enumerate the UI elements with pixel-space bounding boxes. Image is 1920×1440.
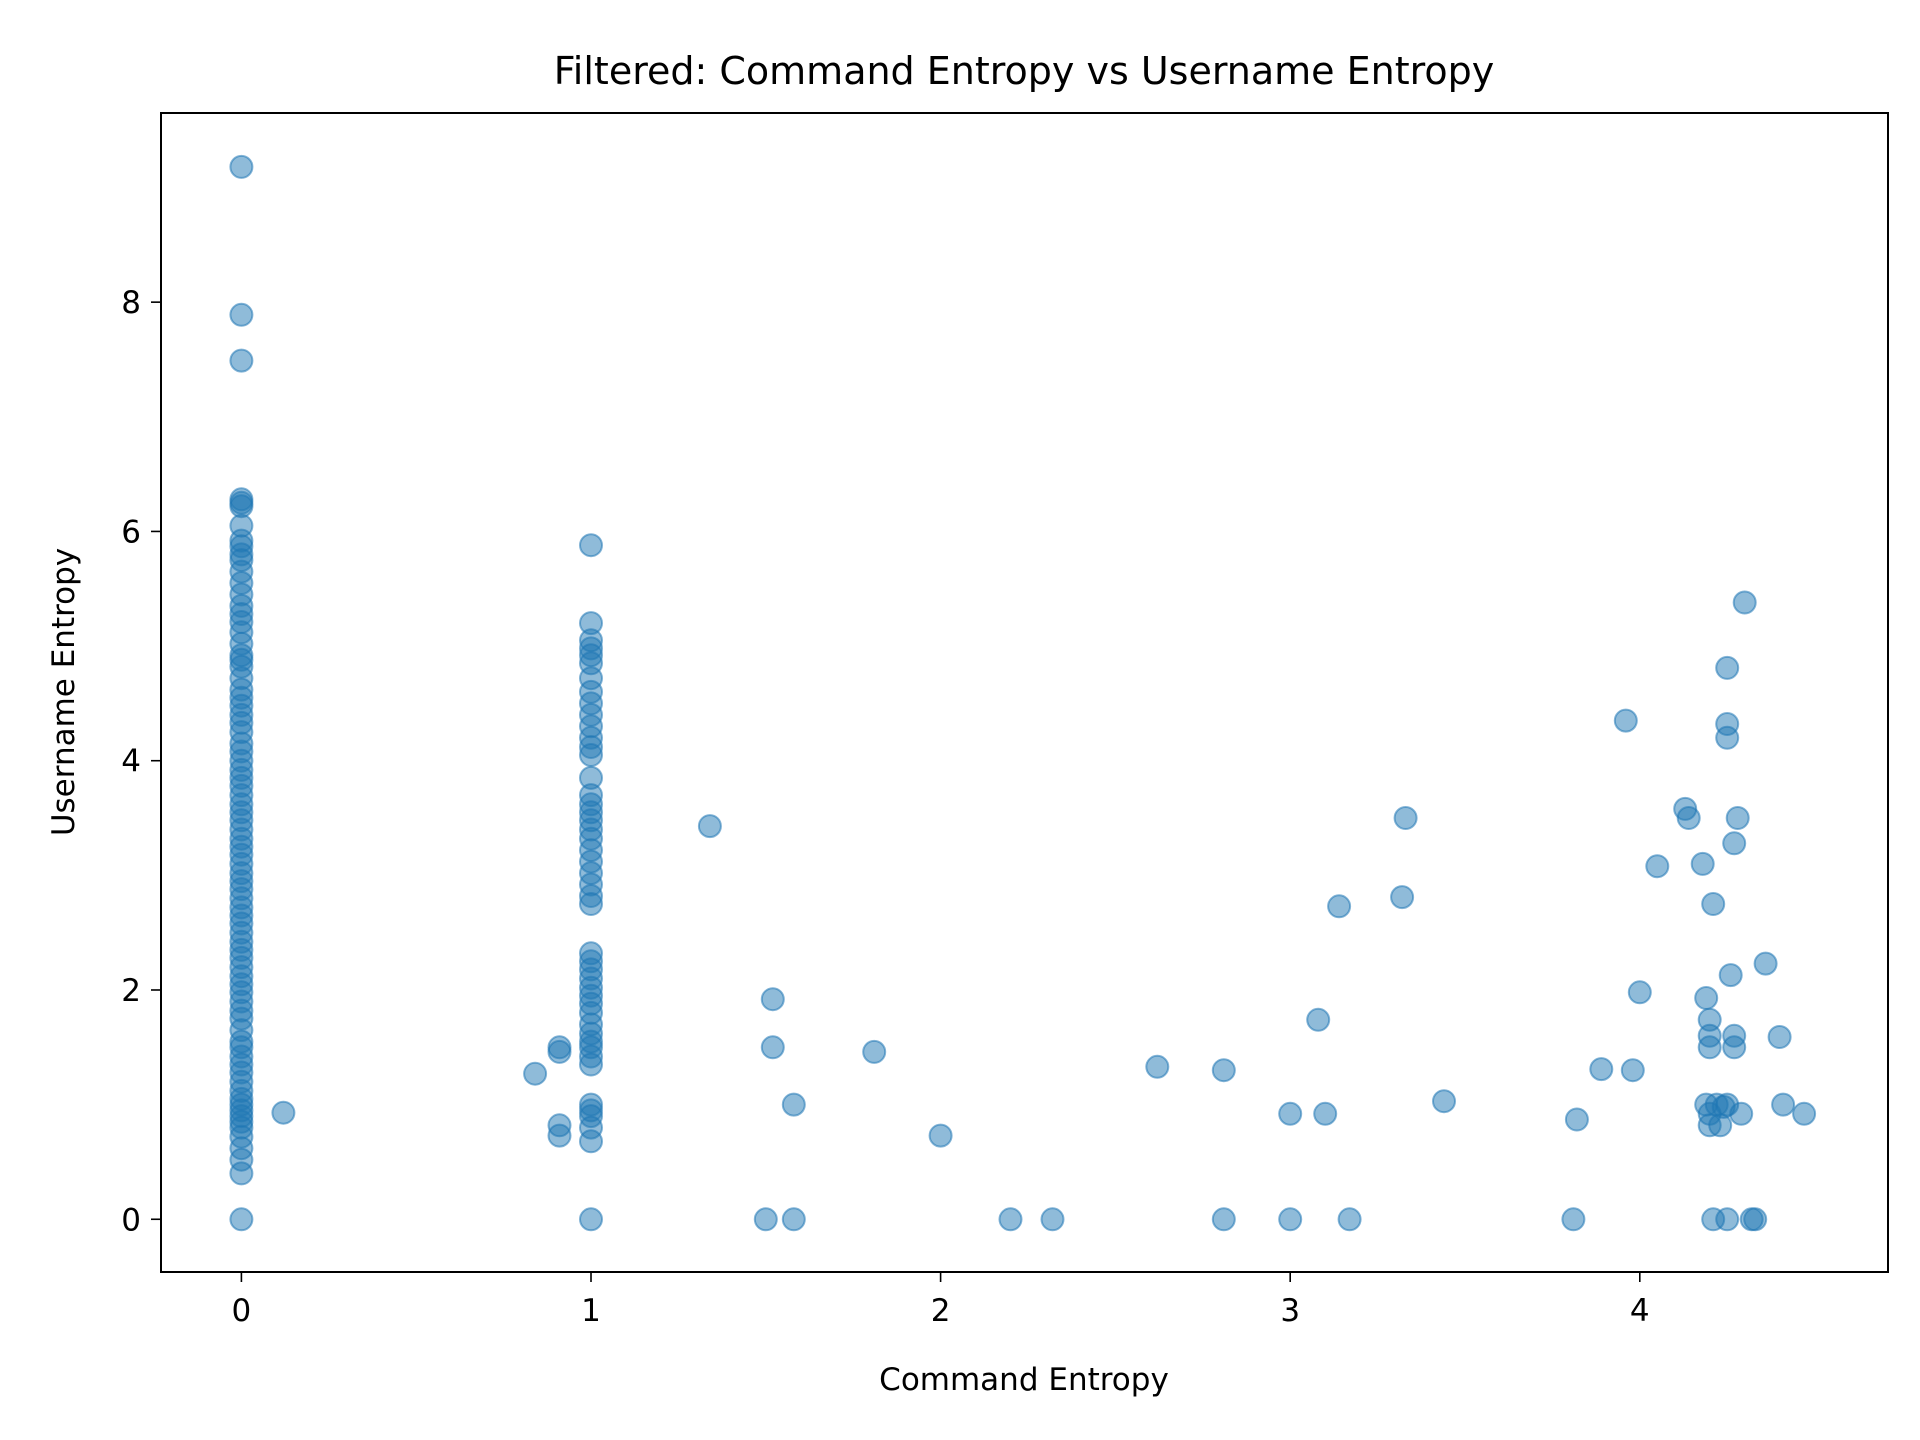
data-point xyxy=(1645,854,1670,879)
plot-frame xyxy=(160,112,1889,1273)
data-point xyxy=(229,1207,254,1232)
data-point xyxy=(229,1161,254,1186)
data-point xyxy=(229,154,254,179)
data-point xyxy=(1722,1035,1747,1060)
data-point xyxy=(579,892,603,916)
data-point xyxy=(547,1123,572,1148)
data-point xyxy=(1732,590,1757,615)
data-point xyxy=(547,1039,572,1064)
data-point xyxy=(1729,1101,1754,1126)
x-tick-label: 1 xyxy=(581,1293,601,1329)
data-point xyxy=(1715,725,1740,750)
data-point xyxy=(1390,885,1415,910)
data-point xyxy=(1767,1025,1792,1049)
data-point xyxy=(1676,806,1701,830)
data-point xyxy=(998,1207,1023,1232)
x-tick-label: 0 xyxy=(232,1293,252,1329)
x-axis-label: Command Entropy xyxy=(879,1362,1169,1398)
data-point xyxy=(1725,806,1750,830)
data-point xyxy=(781,1207,806,1232)
y-tick-label: 8 xyxy=(121,285,141,321)
data-point xyxy=(1627,980,1652,1005)
y-tick-label: 2 xyxy=(121,973,141,1009)
data-point xyxy=(1792,1101,1817,1126)
data-point xyxy=(1697,1035,1722,1060)
data-point xyxy=(1564,1107,1589,1132)
data-point xyxy=(229,302,254,327)
data-point xyxy=(1278,1207,1303,1232)
data-point xyxy=(1715,655,1740,680)
y-tick-label: 4 xyxy=(121,744,141,780)
data-point xyxy=(1278,1101,1303,1126)
data-point xyxy=(271,1100,296,1125)
data-point xyxy=(1718,963,1743,988)
data-point xyxy=(1306,1007,1331,1032)
data-point xyxy=(1211,1207,1236,1232)
data-point xyxy=(1327,894,1352,919)
data-point xyxy=(1701,892,1726,916)
data-point xyxy=(579,1129,603,1154)
data-point xyxy=(697,814,722,839)
data-point xyxy=(862,1039,887,1064)
data-point xyxy=(579,1052,603,1077)
data-point xyxy=(1337,1207,1362,1232)
x-axis: 0 1 2 3 4 xyxy=(232,1272,1650,1329)
data-point xyxy=(928,1123,953,1148)
data-point xyxy=(1743,1207,1768,1232)
y-tick-label: 0 xyxy=(121,1202,141,1238)
y-axis: 0 2 4 6 8 xyxy=(121,285,161,1238)
data-point xyxy=(1145,1054,1170,1079)
data-point xyxy=(229,348,254,373)
data-point xyxy=(1715,1207,1740,1232)
data-point xyxy=(1561,1207,1586,1232)
x-tick-label: 4 xyxy=(1630,1293,1650,1329)
data-point xyxy=(760,987,785,1012)
data-point xyxy=(1393,806,1418,830)
data-point xyxy=(1040,1207,1065,1232)
data-point xyxy=(1211,1058,1236,1083)
data-point xyxy=(1620,1058,1645,1083)
data-point xyxy=(760,1035,785,1060)
data-point xyxy=(1771,1092,1796,1117)
data-point xyxy=(1722,831,1747,856)
y-tick-label: 6 xyxy=(121,514,141,550)
data-point xyxy=(1313,1101,1338,1126)
data-point xyxy=(579,1207,603,1232)
data-point xyxy=(523,1061,548,1086)
y-axis-label: Username Entropy xyxy=(46,548,82,836)
points-layer xyxy=(229,154,1817,1232)
data-point xyxy=(781,1092,806,1117)
data-point xyxy=(1432,1089,1456,1114)
x-tick-label: 2 xyxy=(931,1293,951,1329)
chart-title: Filtered: Command Entropy vs Username En… xyxy=(554,49,1495,93)
data-point xyxy=(1589,1057,1614,1082)
data-point xyxy=(579,533,603,558)
data-point xyxy=(1694,986,1719,1010)
data-point xyxy=(753,1207,778,1232)
data-point xyxy=(579,743,603,767)
data-point xyxy=(1753,951,1778,976)
data-point xyxy=(1613,708,1638,733)
x-tick-label: 3 xyxy=(1280,1293,1300,1329)
data-point xyxy=(1690,851,1715,876)
